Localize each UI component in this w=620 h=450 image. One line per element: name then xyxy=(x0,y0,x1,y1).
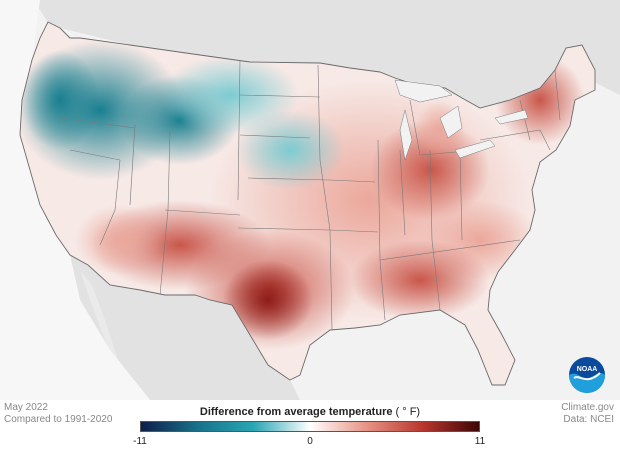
period-label: May 2022 xyxy=(4,402,48,413)
legend-mid-label: 0 xyxy=(307,436,313,447)
baseline-label: Compared to 1991-2020 xyxy=(4,414,113,425)
map-info: May 2022 Compared to 1991-2020 xyxy=(4,402,112,426)
temperature-anomaly-map xyxy=(19,0,620,400)
legend-color-bar xyxy=(140,421,480,432)
source-site: Climate.gov xyxy=(561,402,614,413)
legend-unit: ( ° F) xyxy=(395,406,421,418)
noaa-logo-text: NOAA xyxy=(577,366,598,373)
noaa-logo: NOAA xyxy=(569,357,605,393)
legend-title: Difference from average temperature ( ° … xyxy=(140,406,480,418)
legend-max-label: 11 xyxy=(474,436,486,447)
source-info: Climate.gov Data: NCEI xyxy=(561,402,614,426)
source-data: Data: NCEI xyxy=(563,414,614,425)
legend-title-text: Difference from average temperature xyxy=(199,406,393,418)
legend-min-label: -11 xyxy=(133,436,147,447)
